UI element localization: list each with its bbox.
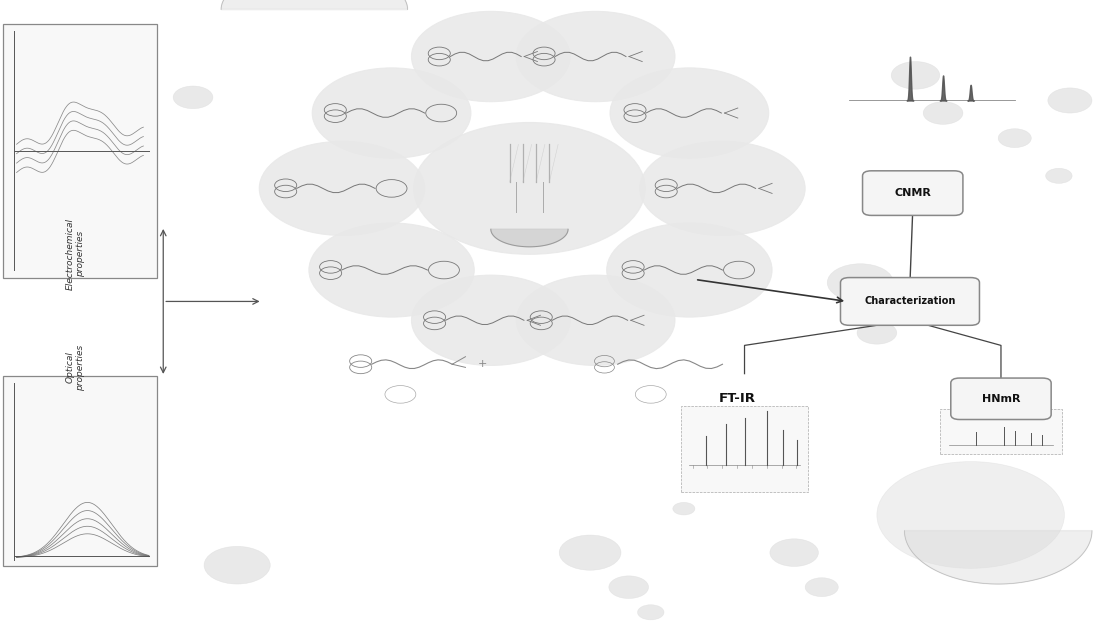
Circle shape (516, 275, 675, 365)
Circle shape (312, 68, 471, 158)
Text: CNMR: CNMR (895, 188, 931, 198)
FancyBboxPatch shape (951, 378, 1051, 420)
Circle shape (923, 102, 963, 124)
Polygon shape (491, 229, 568, 247)
FancyBboxPatch shape (840, 278, 979, 325)
Circle shape (1046, 168, 1072, 183)
FancyBboxPatch shape (3, 376, 157, 566)
Text: FT-IR: FT-IR (718, 392, 756, 405)
Circle shape (638, 605, 664, 620)
Circle shape (877, 462, 1064, 568)
FancyBboxPatch shape (3, 24, 157, 278)
Circle shape (891, 62, 940, 89)
Circle shape (259, 141, 425, 236)
FancyBboxPatch shape (940, 409, 1062, 454)
Circle shape (414, 122, 645, 254)
Circle shape (673, 502, 695, 515)
Circle shape (411, 275, 570, 365)
Text: Electrochemical
properties: Electrochemical properties (65, 219, 85, 290)
Circle shape (516, 11, 675, 102)
Circle shape (770, 539, 818, 566)
Circle shape (857, 322, 897, 344)
Circle shape (998, 129, 1031, 148)
Circle shape (805, 578, 838, 597)
Circle shape (609, 576, 649, 598)
FancyBboxPatch shape (863, 171, 963, 215)
Text: Optical
properties: Optical properties (65, 344, 85, 391)
Circle shape (640, 141, 805, 236)
Text: Characterization: Characterization (865, 296, 955, 306)
Circle shape (607, 223, 772, 317)
Circle shape (1048, 88, 1092, 113)
Circle shape (411, 11, 570, 102)
Circle shape (559, 535, 621, 570)
Circle shape (827, 264, 893, 301)
Circle shape (309, 223, 474, 317)
FancyBboxPatch shape (681, 406, 808, 492)
Circle shape (204, 546, 270, 584)
Polygon shape (904, 531, 1092, 584)
Polygon shape (221, 0, 408, 9)
Circle shape (706, 462, 739, 480)
Circle shape (173, 86, 213, 109)
Circle shape (610, 68, 769, 158)
Text: HNmR: HNmR (982, 394, 1020, 404)
Text: +: + (478, 359, 486, 369)
